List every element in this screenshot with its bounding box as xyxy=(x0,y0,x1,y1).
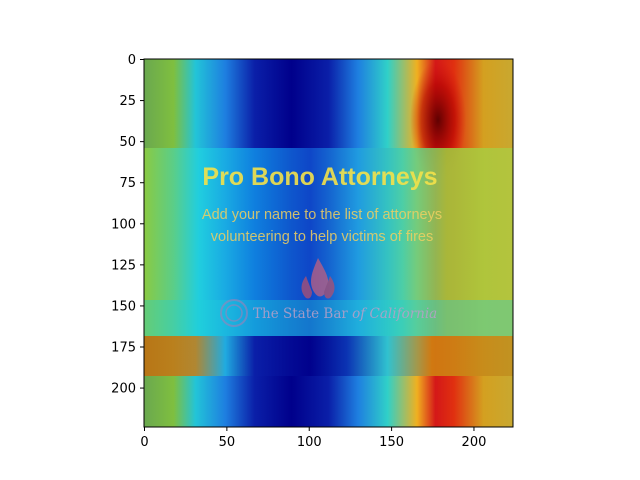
x-tick-label: 200 xyxy=(462,435,487,450)
y-tick-label: 75 xyxy=(119,176,136,191)
plot-frame xyxy=(143,58,514,428)
banner-subtitle-line-2: volunteering to help victims of fires xyxy=(211,229,433,245)
brand-text: The State Bar of California xyxy=(253,306,437,322)
y-tick-label: 200 xyxy=(111,382,136,397)
x-axis: 0 50 100 150 200 xyxy=(140,427,486,450)
x-tick-label: 0 xyxy=(140,435,148,450)
banner-title: Pro Bono Attorneys xyxy=(202,163,437,191)
y-tick-label: 175 xyxy=(111,341,136,356)
x-tick-label: 50 xyxy=(219,435,236,450)
y-tick-label: 125 xyxy=(111,258,136,273)
y-tick-label: 150 xyxy=(111,299,136,314)
y-tick-label: 100 xyxy=(111,217,136,232)
state-bar-seal-icon xyxy=(220,299,248,327)
heatmap-image: Pro Bono Attorneys Add your name to the … xyxy=(144,59,513,427)
y-tick-label: 50 xyxy=(119,135,136,150)
y-tick-label: 0 xyxy=(128,53,136,68)
x-tick-label: 100 xyxy=(297,435,322,450)
banner-subtitle-line-1: Add your name to the list of attorneys xyxy=(202,207,442,223)
y-tick-label: 25 xyxy=(119,94,136,109)
y-axis: 0 25 50 75 100 125 150 175 200 xyxy=(111,53,144,397)
x-tick-label: 150 xyxy=(379,435,404,450)
flame-logo-icon xyxy=(301,258,335,299)
